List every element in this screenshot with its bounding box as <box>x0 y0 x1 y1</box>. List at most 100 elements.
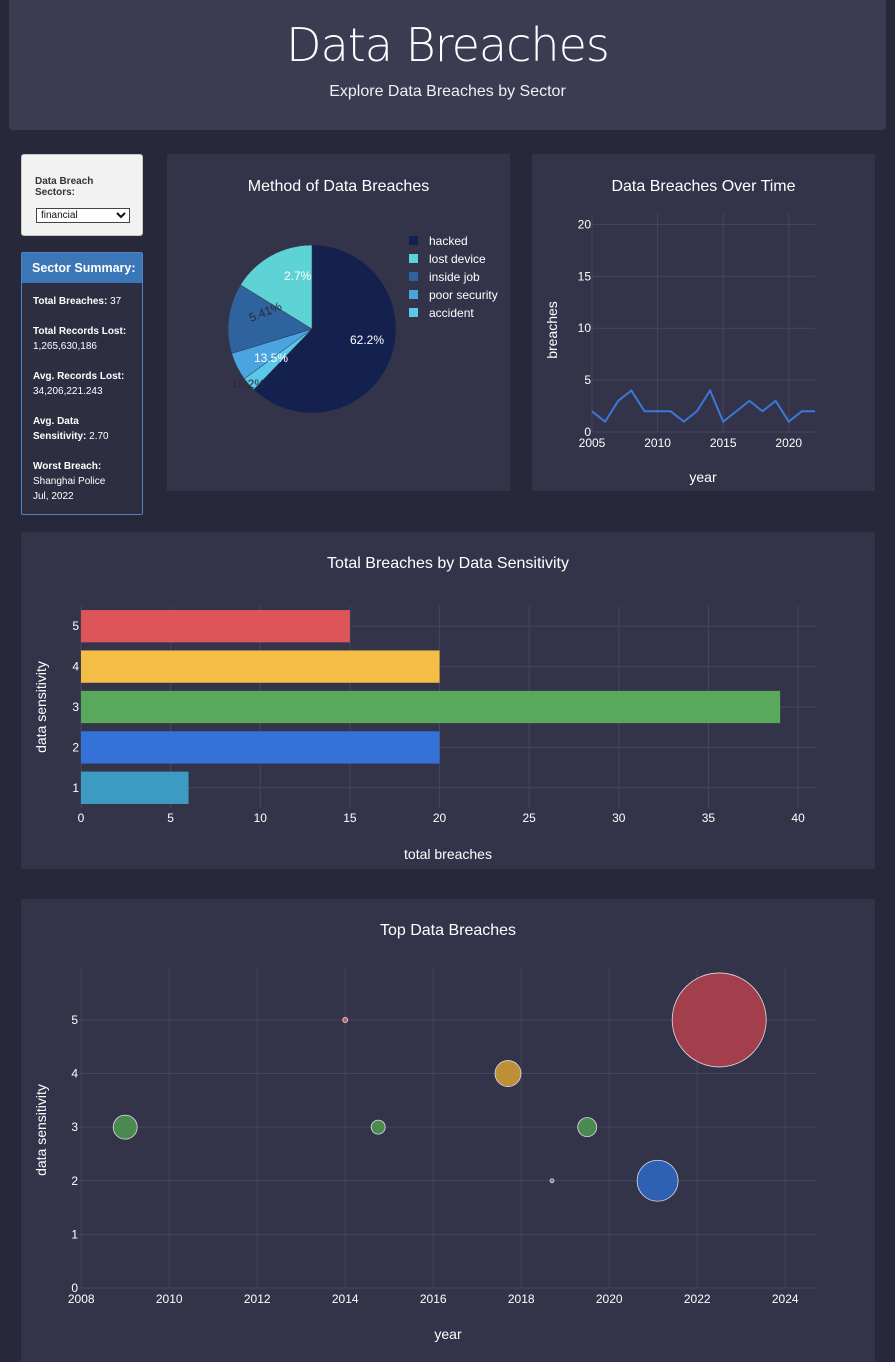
bubble-y-tick-label: 3 <box>71 1120 78 1134</box>
legend-swatch-accident <box>409 308 418 317</box>
line-chart: 0 5 10 15 20 2005 2010 2015 2020 year breaches <box>544 214 815 485</box>
line-x-axis-label: year <box>689 469 717 485</box>
legend-swatch-poor-security <box>409 290 418 299</box>
bubble-x-tick-label: 2018 <box>508 1292 535 1306</box>
bar-y-tick-label: 1 <box>72 781 79 795</box>
bubble-point <box>549 1178 555 1184</box>
bar-sensitivity-1 <box>81 771 189 804</box>
bar-y-tick-label: 2 <box>72 740 79 754</box>
summary-avg-records: Avg. Records Lost: 34,206,221.243 <box>33 369 141 399</box>
avg-sensitivity-label: Avg. Data Sensitivity: <box>33 416 87 442</box>
pie-value-label: 13.5% <box>254 351 288 365</box>
legend-swatch-hacked <box>409 236 418 245</box>
legend-swatch-inside-job <box>409 272 418 281</box>
line-x-tick-label: 2010 <box>644 436 671 450</box>
bar-sensitivity-5 <box>81 610 350 643</box>
line-y-tick-label: 10 <box>578 321 592 335</box>
legend-label-hacked: hacked <box>429 234 468 248</box>
bar-chart-panel: Total Breaches by Data Sensitivity 0 5 10 1… <box>21 532 875 869</box>
line-y-tick-label: 5 <box>584 373 591 387</box>
summary-total-breaches: Total Breaches: 37 <box>33 294 141 309</box>
summary-total-records: Total Records Lost: 1,265,630,186 <box>33 324 141 354</box>
pie-slice-inside-job <box>227 284 313 354</box>
bar-x-tick-label: 10 <box>254 811 268 825</box>
bubble-point <box>671 972 767 1068</box>
bubble-x-tick-label: 2008 <box>68 1292 95 1306</box>
worst-breach-label: Worst Breach: <box>33 461 102 472</box>
bar-sensitivity-3 <box>81 690 781 724</box>
bar-y-tick-label: 5 <box>72 619 79 633</box>
bubble-y-axis-label: data sensitivity <box>33 1084 49 1176</box>
bar-x-tick-label: 35 <box>702 811 716 825</box>
pie-value-label: 16.2% <box>231 377 265 391</box>
bubble-chart-panel: Top Data Breaches 0 1 2 3 4 5 2008 2010 2012 2014… <box>21 899 875 1362</box>
bubble-x-tick-label: 2022 <box>684 1292 711 1306</box>
total-breaches-label: Total Breaches: <box>33 296 108 307</box>
bubble-x-tick-label: 2010 <box>156 1292 183 1306</box>
sector-summary-card: Sector Summary: Total Breaches: 37 Total… <box>21 252 143 515</box>
line-x-tick-label: 2015 <box>710 436 737 450</box>
bubble-point <box>636 1159 679 1202</box>
bubble-point <box>577 1117 598 1138</box>
bubble-y-tick-label: 1 <box>71 1227 78 1241</box>
bar-chart: 0 5 10 15 20 25 30 35 40 1 2 3 4 5 total breaches data … <box>33 606 816 862</box>
bar-x-tick-label: 15 <box>343 811 357 825</box>
legend-label-accident: accident <box>429 306 474 320</box>
summary-avg-sensitivity: Avg. Data Sensitivity: 2.70 <box>33 414 123 444</box>
legend-label-lost-device: lost device <box>429 252 486 266</box>
total-records-label: Total Records Lost: <box>33 326 127 337</box>
worst-breach-name: Shanghai Police <box>33 476 106 487</box>
sector-dropdown[interactable]: financial <box>36 208 130 223</box>
bar-x-tick-label: 30 <box>612 811 626 825</box>
line-series <box>591 388 815 424</box>
bar-x-tick-label: 0 <box>78 811 85 825</box>
pie-value-label: 62.2% <box>350 333 384 347</box>
bubble-point <box>370 1119 386 1135</box>
bar-x-axis-label: total breaches <box>404 846 492 862</box>
bubble-x-tick-label: 2012 <box>244 1292 271 1306</box>
bubble-y-tick-label: 2 <box>71 1174 78 1188</box>
bubble-chart: 0 1 2 3 4 5 2008 2010 2012 2014 2016 2018 2020 2022 20… <box>33 969 816 1342</box>
pie-slice-hacked <box>253 244 397 414</box>
line-x-tick-label: 2020 <box>775 436 802 450</box>
bar-chart-title: Total Breaches by Data Sensitivity <box>327 555 569 572</box>
bubble-y-tick-label: 4 <box>71 1067 78 1081</box>
avg-sensitivity-value: 2.70 <box>89 431 109 442</box>
bar-sensitivity-2 <box>81 731 440 764</box>
total-breaches-value: 37 <box>110 296 122 307</box>
sector-summary-heading: Sector Summary: <box>22 253 142 283</box>
page-header: Data Breaches Explore Data Breaches by S… <box>9 0 886 130</box>
pie-value-label: 2.7% <box>284 269 312 283</box>
bubble-y-tick-label: 0 <box>71 1281 78 1295</box>
summary-worst-breach: Worst Breach: Shanghai Police Jul, 2022 <box>33 459 141 504</box>
line-x-tick-label: 2005 <box>579 436 606 450</box>
bubble-x-tick-label: 2024 <box>772 1292 799 1306</box>
line-y-axis-label: breaches <box>544 301 560 359</box>
bubble-point <box>494 1060 522 1087</box>
legend-label-inside-job: inside job <box>429 270 480 284</box>
pie-chart-title: Method of Data Breaches <box>247 178 430 195</box>
sector-selector-card: Data Breach Sectors: financial <box>21 154 143 236</box>
bubble-x-tick-label: 2016 <box>420 1292 447 1306</box>
bar-y-axis-label: data sensitivity <box>33 661 49 753</box>
bar-x-tick-label: 5 <box>167 811 174 825</box>
bubble-point <box>342 1017 349 1023</box>
legend-label-poor-security: poor security <box>429 288 498 302</box>
bar-y-tick-label: 4 <box>72 660 79 674</box>
line-y-tick-label: 20 <box>578 217 592 231</box>
line-y-tick-label: 15 <box>578 269 592 283</box>
line-chart-title: Data Breaches Over Time <box>611 178 796 195</box>
worst-breach-date: Jul, 2022 <box>33 491 74 502</box>
bubble-point <box>112 1114 138 1140</box>
avg-records-value: 34,206,221.243 <box>33 386 103 397</box>
bar-sensitivity-4 <box>81 650 440 683</box>
page-subtitle: Explore Data Breaches by Sector <box>329 83 566 100</box>
bubble-chart-title: Top Data Breaches <box>379 922 517 939</box>
bar-x-tick-label: 40 <box>791 811 805 825</box>
bubble-x-axis-label: year <box>434 1326 462 1342</box>
sector-selector-label: Data Breach Sectors: <box>35 176 94 198</box>
pie-slice-lost-device <box>240 244 313 330</box>
legend-swatch-lost-device <box>409 254 418 263</box>
bubble-x-tick-label: 2020 <box>596 1292 623 1306</box>
